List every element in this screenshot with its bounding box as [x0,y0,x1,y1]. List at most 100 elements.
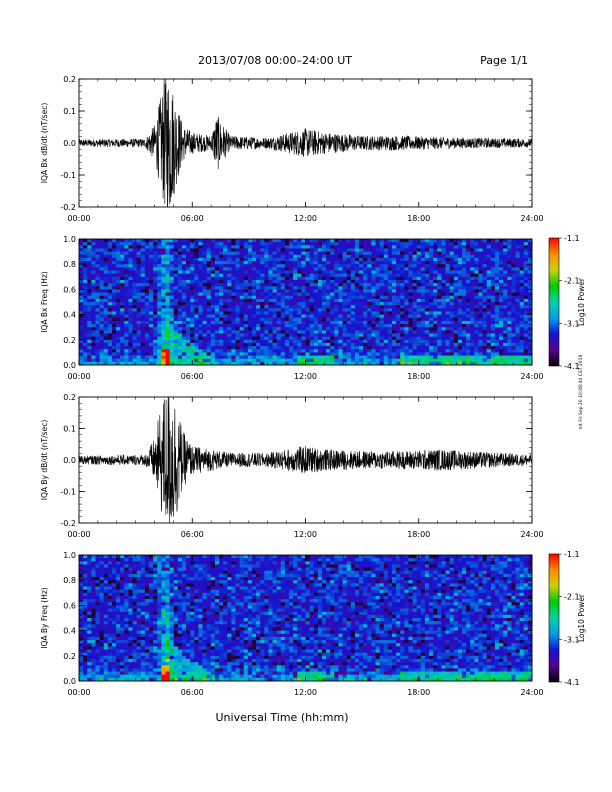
spectrogram-cell [264,355,269,359]
spectrogram-cell [186,352,191,356]
spectrogram-cell [527,349,533,353]
spectrogram-cell [408,333,413,337]
spectrogram-cell [334,248,339,252]
spectrogram-cell [231,355,236,359]
spectrogram-cell [490,279,496,284]
spectrogram-cell [268,358,273,363]
spectrogram-cell [87,668,92,672]
spectrogram-cell [453,279,459,284]
spectrogram-cell [190,327,195,331]
spectrogram-cell [231,333,236,337]
spectrogram-cell [433,283,438,287]
spectrogram-cell [412,261,417,265]
spectrogram-cell [83,264,88,268]
spectrogram-cell [83,314,88,319]
spectrogram-cell [79,305,84,309]
spectrogram-cell [313,295,319,300]
spectrogram-cell [350,358,356,363]
spectrogram-cell [140,336,146,341]
spectrogram-cell [165,292,170,296]
spectrogram-cell [412,305,417,309]
page-indicator: Page 1/1 [480,54,528,67]
spectrogram-cell [79,564,84,568]
spectrogram-cell [235,273,240,278]
spectrogram-cell [321,349,327,353]
spectrogram-cell [342,320,347,325]
spectrogram-cell [461,308,467,312]
spectrogram-cell [424,270,430,274]
spectrogram-cell [387,355,393,359]
spectrogram-cell [169,257,175,262]
spectrogram-cell [256,239,261,243]
spectrogram-cell [457,261,463,265]
spectrogram-cell [470,267,475,271]
spectrogram-cell [404,295,409,300]
spectrogram-cell [486,239,492,243]
spectrogram-cell [437,248,442,252]
spectrogram-cell [144,311,150,315]
spectrogram-cell [289,361,294,366]
spectrogram-cell [470,336,475,341]
spectrogram-cell [313,264,319,268]
spectrogram-cell [309,352,315,356]
spectrogram-cell [478,355,483,359]
spectrogram-cell [289,245,294,249]
spectrogram-cell [87,267,92,271]
spectrogram-cell [379,279,385,284]
spectrogram-cell [124,292,129,296]
spectrogram-cell [124,267,129,271]
spectrogram-cell [309,302,315,306]
spectrogram-cell [227,257,232,262]
spectrogram-cell [116,242,121,246]
spectrogram-cell [478,361,483,366]
spectrogram-cell [111,289,117,293]
spectrogram-cell [181,245,187,249]
spectrogram-cell [79,283,84,287]
spectrogram-cell [387,308,393,312]
spectrogram-cell [239,273,245,278]
spectrogram-cell [330,242,335,246]
spectrogram-cell [363,245,368,249]
spectrogram-cell [202,346,207,350]
spectrogram-cell [149,358,154,363]
spectrogram-cell [499,295,504,300]
spectrogram-cell [420,349,426,353]
spectrogram-cell [173,355,179,359]
spectrogram-cell [404,254,409,259]
spectrogram-cell [149,273,154,278]
spectrogram-cell [408,308,413,312]
spectrogram-cell [470,342,475,347]
spectrogram-cell [371,333,376,337]
spectrogram-cell [404,283,409,287]
spectrogram-cell [132,276,137,281]
spectrogram-cell [95,570,100,575]
spectrogram-cell [186,339,191,344]
spectrogram-cell [95,567,100,572]
spectrogram-cell [181,251,187,256]
spectrogram-cell [276,254,282,259]
spectrogram-cell [243,327,249,331]
spectrogram-cell [83,267,88,271]
spectrogram-cell [95,248,100,252]
spectrogram-cell [321,248,327,252]
spectrogram-cell [338,355,343,359]
spectrogram-cell [264,292,269,296]
spectrogram-cell [169,295,175,300]
spectrogram-cell [214,308,220,312]
spectrogram-cell [99,349,105,353]
spectrogram-cell [441,295,446,300]
spectrogram-cell [124,276,129,281]
spectrogram-cell [490,245,496,249]
spectrogram-cell [243,279,249,284]
spectrogram-cell [527,257,533,262]
spectrogram-cell [280,270,286,274]
spectrogram-cell [482,248,487,252]
spectrogram-cell [280,314,286,319]
spectrogram-cell [83,646,88,650]
spectrogram-cell [210,261,216,265]
spectrogram-cell [301,324,306,328]
spectrogram-cell [173,295,179,300]
spectrogram-cell [219,317,224,322]
spectrogram-cell [330,349,335,353]
spectrogram-cell [404,330,409,334]
